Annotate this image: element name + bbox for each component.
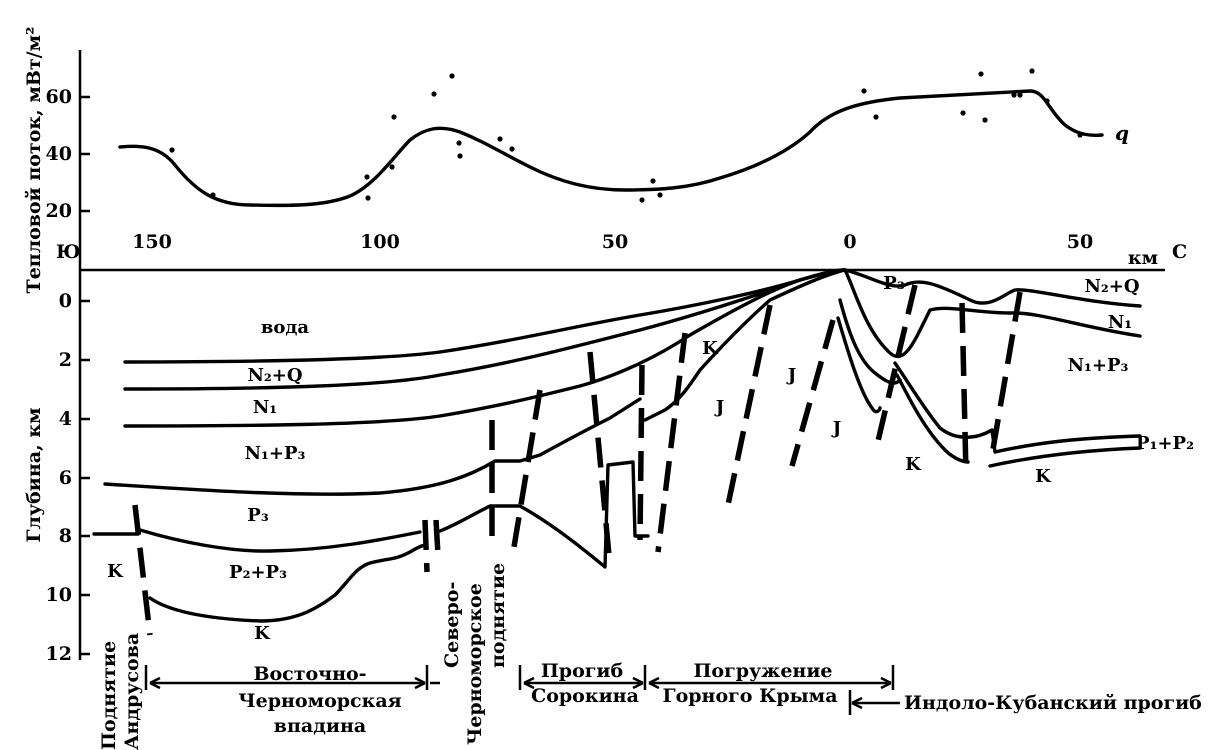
depth-tick-2: 2 [59, 349, 72, 371]
fault-3 [433, 519, 441, 556]
fault-8 [655, 332, 688, 553]
region-north-black-line3: поднятие [487, 563, 509, 668]
heat-tick-60: 60 [46, 86, 72, 108]
layer-label-p2p3-left: P₂+P₃ [229, 562, 287, 583]
region-north-black-line1: Северо- [441, 582, 463, 668]
layer-label-p1p2-right: P₁+P₂ [1136, 433, 1194, 454]
region-sorokin-line2: Сорокина [531, 685, 639, 707]
boundary-p2p3-bottom [148, 543, 428, 623]
tick-150: 150 [132, 231, 172, 253]
boundary-right-n2q [843, 268, 1142, 308]
depth-tick-10: 10 [46, 584, 72, 606]
region-indolo: Индоло-Кубанский прогиб [904, 692, 1202, 714]
region-east-black-line2: Черноморская [238, 690, 401, 712]
fault-7 [637, 364, 645, 541]
fault-2 [422, 519, 430, 573]
distance-axis: Ю 150 100 50 0 50 км С [56, 231, 1187, 272]
region-andrusov-line2: Андрусова [121, 633, 143, 750]
layer-label-j-b: J [786, 365, 797, 386]
layer-label-k-bottom: K [254, 623, 271, 644]
fault-10 [789, 319, 836, 467]
layer-label-water: вода [261, 317, 310, 338]
boundary-n1-bottom [123, 268, 847, 428]
km-unit: км [1128, 247, 1158, 269]
region-sorokin-line1: Прогиб [541, 660, 623, 682]
region-north-black-line2: Черноморское [464, 583, 486, 745]
layer-label-n2q-right: N₂+Q [1084, 276, 1139, 297]
layer-label-k-left: K [107, 561, 124, 582]
layer-label-n1-left: N₁ [253, 397, 277, 418]
tick-100: 100 [360, 231, 400, 253]
tick-0: 0 [843, 231, 856, 253]
north-label: С [1172, 241, 1187, 263]
region-east-black-line3: впадина [274, 715, 366, 737]
heat-tick-40: 40 [46, 143, 72, 165]
region-crimea-line2: Горного Крыма [662, 685, 837, 707]
fault-5 [510, 389, 543, 554]
layer-label-j-a: J [714, 397, 725, 418]
layer-label-k-right-a: K [905, 454, 922, 475]
fault-1 [132, 504, 153, 636]
layer-label-n1-right: N₁ [1108, 312, 1132, 333]
layer-label-k-mid: K [702, 338, 719, 359]
boundary-right-p3-c [893, 361, 1142, 454]
heat-flow-axis-label: Тепловой поток, мВт/м² [23, 27, 45, 294]
regions-strip: Поднятие Андрусова Восточно- Черноморска… [98, 563, 1202, 750]
south-label: Ю [56, 241, 80, 263]
fault-9 [725, 304, 773, 506]
heat-flow-curve [118, 89, 1104, 208]
depth-tick-12: 12 [46, 643, 72, 665]
depth-tick-6: 6 [59, 467, 72, 489]
fault-12 [959, 302, 969, 475]
depth-tick-8: 8 [59, 525, 72, 547]
heat-flow-curve-label: q [1115, 121, 1129, 145]
layer-label-j-c: J [831, 418, 842, 439]
layer-label-n1p3-left: N₁+P₃ [245, 443, 306, 464]
layer-label-p3-right: P₃ [883, 273, 905, 294]
layer-label-k-right-b: K [1035, 466, 1052, 487]
fault-6 [587, 351, 613, 567]
fault-13 [989, 291, 1023, 456]
layer-label-n1p3-right: N₁+P₃ [1068, 355, 1129, 376]
depth-axis-label: Глубина, км [23, 407, 45, 542]
boundary-water-bottom [123, 268, 847, 364]
tick-50-right: 50 [1067, 231, 1093, 253]
fault-11 [875, 284, 918, 442]
region-crimea-line1: Погружение [693, 660, 832, 682]
boundary-n1p3-bottom [103, 268, 847, 496]
heat-tick-20: 20 [46, 200, 72, 222]
depth-tick-0: 0 [59, 290, 72, 312]
boundary-right-n1 [843, 268, 1142, 359]
boundary-right-p3-a [838, 298, 902, 385]
boundary-right-p1p2 [895, 373, 1142, 468]
region-east-black-line1: Восточно- [253, 663, 366, 685]
boundary-right-p3-b [836, 316, 882, 414]
layer-label-n2q-left: N₂+Q [247, 365, 302, 386]
heat-flow-panel: 60 40 20 Тепловой поток, мВт/м² [23, 27, 1129, 294]
layer-label-p3-left: P₃ [247, 505, 269, 526]
heat-flow-measurements [169, 68, 1083, 203]
depth-tick-4: 4 [59, 408, 72, 430]
region-andrusov-line1: Поднятие [98, 641, 120, 750]
depth-panel: 0 2 4 6 8 10 12 Глубина, км [23, 268, 1194, 665]
tick-50-left: 50 [602, 231, 628, 253]
boundary-p3-bottom [138, 460, 650, 569]
